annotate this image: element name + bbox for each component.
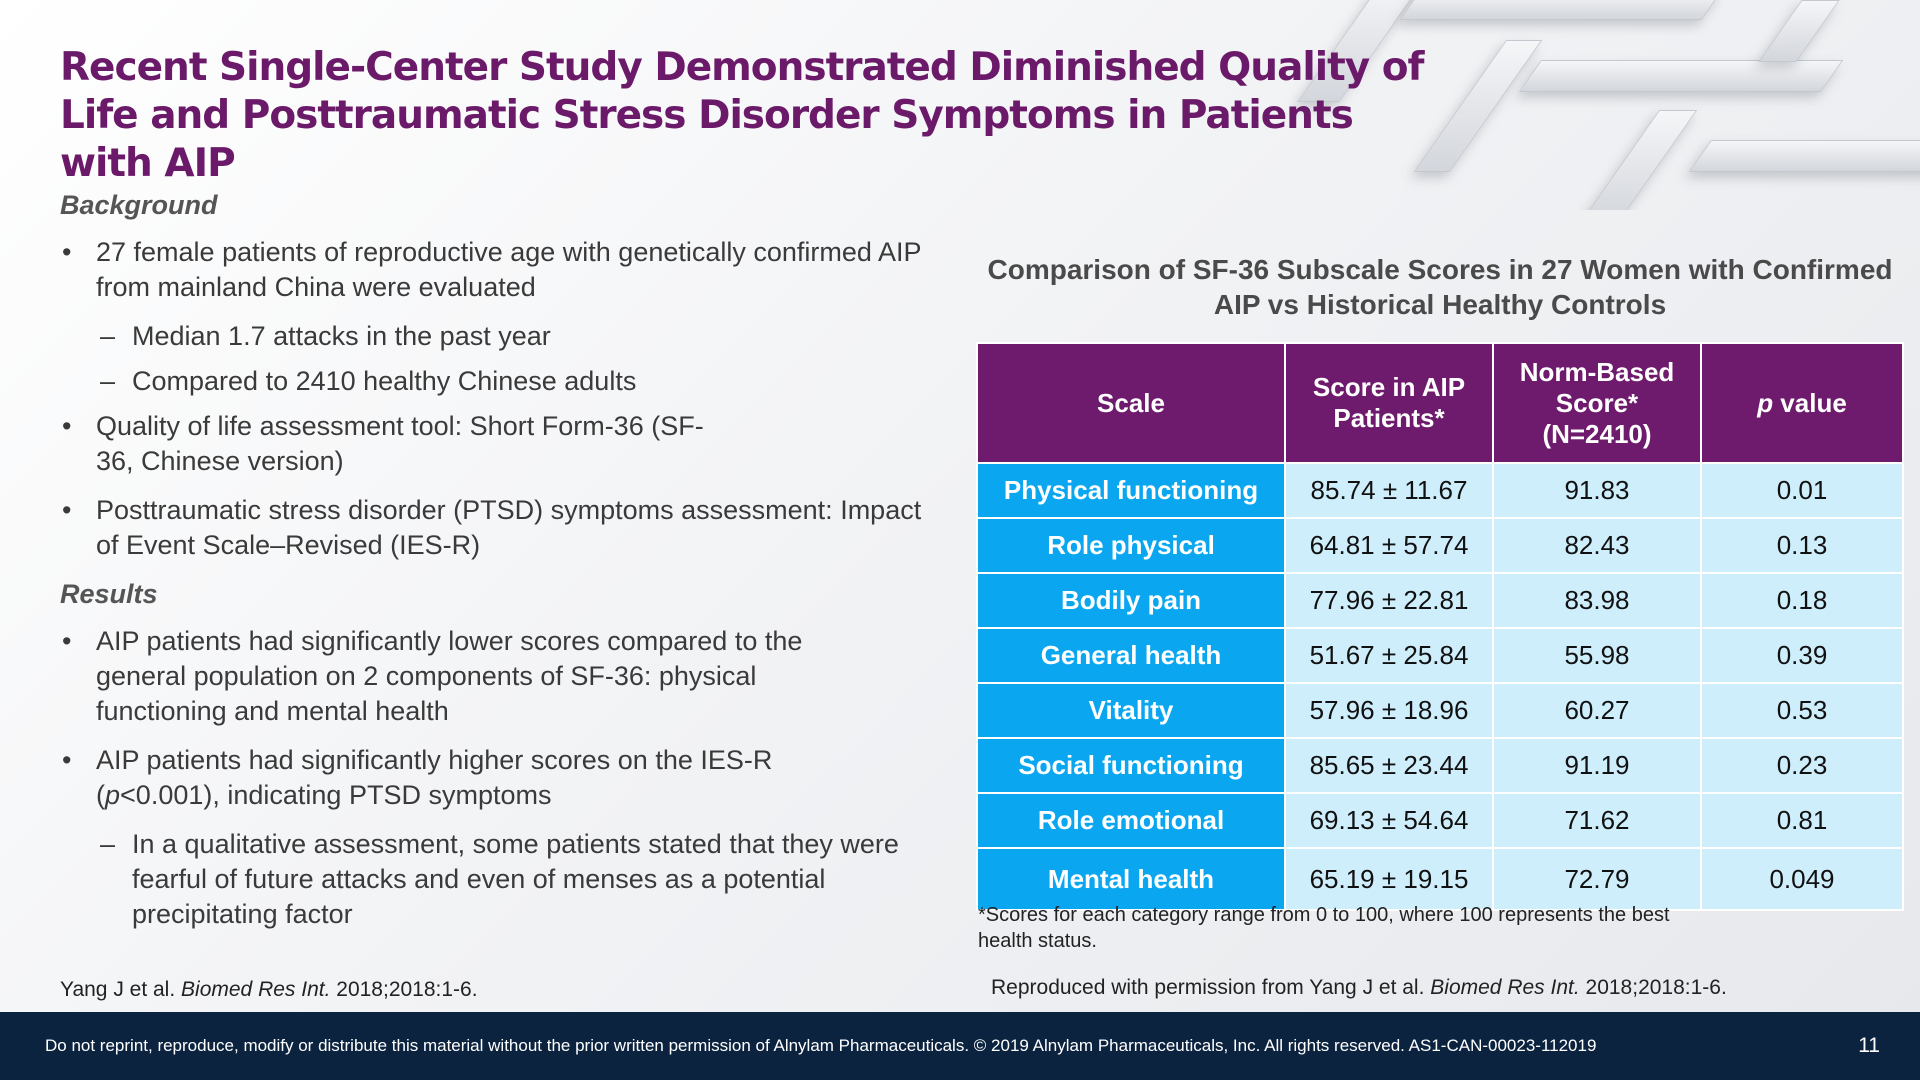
page-title: Recent Single-Center Study Demonstrated … <box>60 45 1425 186</box>
table-row: General health 51.67 ± 25.84 55.98 0.39 <box>976 627 1904 684</box>
cell-p: 0.39 <box>1700 627 1904 684</box>
header-score-line2: Patients* <box>1333 403 1445 433</box>
results-heading: Results <box>60 579 158 609</box>
left-column: Background 27 female patients of reprodu… <box>60 188 950 942</box>
cell-norm: 60.27 <box>1492 682 1702 739</box>
repro-pre: Reproduced with permission from Yang J e… <box>991 976 1431 999</box>
cell-scale: General health <box>976 627 1286 684</box>
cell-norm: 82.43 <box>1492 517 1702 574</box>
cell-score: 85.65 ± 23.44 <box>1284 737 1494 794</box>
background-sub-1: Median 1.7 attacks in the past year <box>60 319 950 354</box>
cell-score: 65.19 ± 19.15 <box>1284 847 1494 911</box>
header-p-rest: value <box>1773 387 1847 418</box>
header-scale: Scale <box>976 342 1286 464</box>
header-score-line1: Score in AIP <box>1312 372 1466 402</box>
repro-post: 2018;2018:1-6. <box>1579 976 1727 999</box>
results-bullet-2-pre: AIP patients had significantly higher sc… <box>96 745 773 810</box>
table-row: Vitality 57.96 ± 18.96 60.27 0.53 <box>976 682 1904 739</box>
cell-p: 0.53 <box>1700 682 1904 739</box>
background-bullet-3: Posttraumatic stress disorder (PTSD) sym… <box>60 493 950 563</box>
results-bullet-2: AIP patients had significantly higher sc… <box>60 743 876 813</box>
table-row: Mental health 65.19 ± 19.15 72.79 0.049 <box>976 847 1904 911</box>
table-footnote: *Scores for each category range from 0 t… <box>978 904 1670 952</box>
cell-score: 51.67 ± 25.84 <box>1284 627 1494 684</box>
background-bullet-1: 27 female patients of reproductive age w… <box>60 235 950 305</box>
header-norm-line1: Norm-Based <box>1519 356 1675 387</box>
background-heading: Background <box>60 190 218 220</box>
cell-score: 77.96 ± 22.81 <box>1284 572 1494 629</box>
cell-scale: Vitality <box>976 682 1286 739</box>
sf36-table: Scale Score in AIP Patients* Norm-Based … <box>976 342 1904 911</box>
cell-scale: Role physical <box>976 517 1286 574</box>
header-norm-line3: (N=2410) <box>1542 418 1652 449</box>
ref-journal: Biomed Res Int. <box>181 978 331 1001</box>
cell-norm: 91.83 <box>1492 462 1702 519</box>
ref-post: 2018;2018:1-6. <box>330 978 478 1001</box>
page-number: 11 <box>1858 1034 1880 1057</box>
table-row: Bodily pain 77.96 ± 22.81 83.98 0.18 <box>976 572 1904 629</box>
cell-p: 0.13 <box>1700 517 1904 574</box>
cell-norm: 83.98 <box>1492 572 1702 629</box>
reproduced-note: Reproduced with permission from Yang J e… <box>991 976 1727 1000</box>
table-row: Physical functioning 85.74 ± 11.67 91.83… <box>976 462 1904 519</box>
cell-norm: 55.98 <box>1492 627 1702 684</box>
cell-score: 64.81 ± 57.74 <box>1284 517 1494 574</box>
left-reference: Yang J et al. Biomed Res Int. 2018;2018:… <box>60 978 478 1002</box>
cell-scale: Bodily pain <box>976 572 1286 629</box>
cell-p: 0.01 <box>1700 462 1904 519</box>
footer-disclaimer: Do not reprint, reproduce, modify or dis… <box>45 1036 1597 1055</box>
background-bullet-2: Quality of life assessment tool: Short F… <box>60 409 716 479</box>
results-bullet-1: AIP patients had significantly lower sco… <box>60 624 866 729</box>
header-score: Score in AIP Patients* <box>1284 342 1494 464</box>
cell-scale: Role emotional <box>976 792 1286 849</box>
cell-p: 0.81 <box>1700 792 1904 849</box>
header-norm: Norm-Based Score* (N=2410) <box>1492 342 1702 464</box>
results-sub-1: In a qualitative assessment, some patien… <box>60 827 950 932</box>
header-p-italic: p <box>1757 387 1774 418</box>
cell-score: 85.74 ± 11.67 <box>1284 462 1494 519</box>
cell-scale: Mental health <box>976 847 1286 911</box>
results-bullet-2-post: <0.001), indicating PTSD symptoms <box>120 780 552 810</box>
cell-score: 69.13 ± 54.64 <box>1284 792 1494 849</box>
cell-scale: Social functioning <box>976 737 1286 794</box>
cell-norm: 71.62 <box>1492 792 1702 849</box>
cell-score: 57.96 ± 18.96 <box>1284 682 1494 739</box>
cell-norm: 72.79 <box>1492 847 1702 911</box>
background-sub-2: Compared to 2410 healthy Chinese adults <box>60 364 950 399</box>
cell-p: 0.18 <box>1700 572 1904 629</box>
repro-journal: Biomed Res Int. <box>1430 976 1580 999</box>
footer-bar: Do not reprint, reproduce, modify or dis… <box>0 1012 1920 1080</box>
header-p: p value <box>1700 342 1904 464</box>
table-row: Social functioning 85.65 ± 23.44 91.19 0… <box>976 737 1904 794</box>
cell-p: 0.049 <box>1700 847 1904 911</box>
cell-p: 0.23 <box>1700 737 1904 794</box>
cell-norm: 91.19 <box>1492 737 1702 794</box>
p-symbol: p <box>105 780 121 810</box>
table-row: Role physical 64.81 ± 57.74 82.43 0.13 <box>976 517 1904 574</box>
cell-scale: Physical functioning <box>976 462 1286 519</box>
table-title: Comparison of SF-36 Subscale Scores in 2… <box>987 254 1893 320</box>
header-norm-line2: Score* <box>1555 387 1639 418</box>
ref-pre: Yang J et al. <box>60 978 182 1001</box>
table-row: Role emotional 69.13 ± 54.64 71.62 0.81 <box>976 792 1904 849</box>
